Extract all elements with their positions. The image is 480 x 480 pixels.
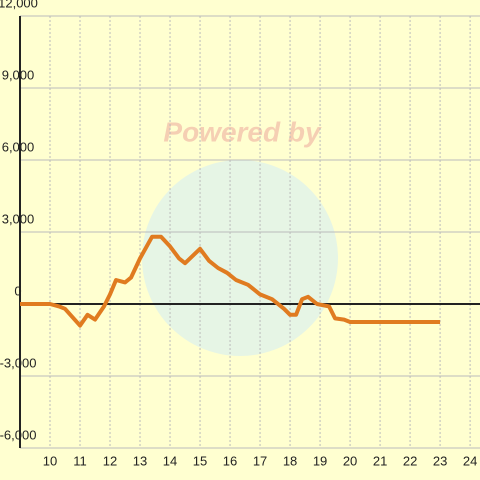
x-tick-label: 22 [403,453,417,468]
x-tick-label: 16 [223,453,237,468]
y-tick-label: 3,000 [2,211,35,226]
x-tick-label: 19 [313,453,327,468]
y-tick-label: 0 [14,283,21,298]
y-tick-label: -6,000 [0,427,36,442]
watermark-logo [142,160,338,356]
y-tick-label: 9,000 [2,67,35,82]
x-tick-label: 20 [343,453,357,468]
x-tick-label: 11 [73,453,87,468]
y-tick-label: -3,000 [0,355,36,370]
x-tick-label: 15 [193,453,207,468]
x-tick-label: 17 [253,453,267,468]
y-tick-label: 12,000 [0,0,38,10]
x-tick-label: 24 [463,453,477,468]
x-tick-label: 14 [163,453,177,468]
line [20,234,441,328]
x-tick-label: 18 [283,453,297,468]
x-tick-label: 12 [103,453,117,468]
x-tick-label: 21 [373,453,387,468]
watermark: Powered by [163,116,322,147]
x-tick-label: 10 [43,453,57,468]
x-tick-label: 13 [133,453,147,468]
y-tick-label: 6,000 [2,139,35,154]
x-tick-label: 23 [433,453,447,468]
